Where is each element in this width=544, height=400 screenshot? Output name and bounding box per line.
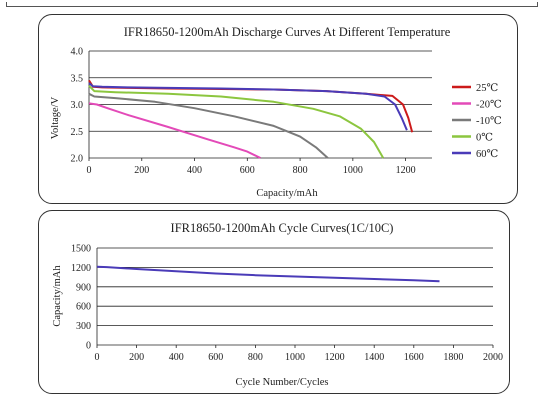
x-tick-label: 1400 bbox=[364, 352, 384, 363]
y-tick-label: 900 bbox=[76, 282, 91, 293]
series-line bbox=[88, 82, 408, 131]
chart1-xlabel: Capacity/mAh bbox=[256, 188, 318, 199]
x-tick-label: 600 bbox=[208, 352, 223, 363]
x-tick-label: 1000 bbox=[343, 165, 363, 176]
chart1-ylabel: Voltage/V bbox=[50, 96, 61, 139]
series-line bbox=[96, 265, 440, 283]
chart2-xlabel: Cycle Number/Cycles bbox=[235, 377, 328, 388]
y-tick-label: 1500 bbox=[71, 244, 91, 255]
chart1-plot: 2.0 2.5 3.0 3.5 4.0 0 200 400 600 800 1000 1200 bbox=[71, 47, 432, 176]
x-tick-label: 400 bbox=[187, 165, 202, 176]
y-tick-label: 3.5 bbox=[71, 73, 84, 84]
y-tick-label: 0 bbox=[86, 341, 91, 352]
x-tick-label: 400 bbox=[169, 352, 184, 363]
y-tick-label: 600 bbox=[76, 302, 91, 313]
chart1-title: IFR18650-1200mAh Discharge Curves At Dif… bbox=[124, 25, 451, 39]
x-tick-label: 800 bbox=[248, 352, 263, 363]
chart2-title: IFR18650-1200mAh Cycle Curves(1C/10C) bbox=[171, 221, 394, 235]
x-tick-label: 600 bbox=[240, 165, 255, 176]
y-tick-label: 2.5 bbox=[71, 127, 84, 138]
x-tick-label: 2000 bbox=[483, 352, 503, 363]
x-tick-label: 0 bbox=[95, 352, 100, 363]
x-tick-label: 800 bbox=[293, 165, 308, 176]
y-tick-label: 1200 bbox=[71, 263, 91, 274]
discharge-chart-panel bbox=[38, 14, 518, 204]
x-tick-label: 200 bbox=[129, 352, 144, 363]
series-line bbox=[88, 92, 329, 159]
x-tick-label: 1200 bbox=[325, 352, 345, 363]
y-tick-label: 300 bbox=[76, 321, 91, 332]
x-tick-label: 1000 bbox=[285, 352, 305, 363]
legend-label: 0℃ bbox=[476, 133, 493, 144]
y-tick-label: 3.0 bbox=[71, 100, 84, 111]
x-tick-label: 1600 bbox=[404, 352, 424, 363]
legend-label: -20℃ bbox=[476, 100, 502, 111]
chart2-ylabel: Capacity/mAh bbox=[52, 265, 63, 327]
legend-label: 25℃ bbox=[476, 83, 499, 94]
x-tick-label: 200 bbox=[134, 165, 149, 176]
y-tick-label: 2.0 bbox=[71, 154, 84, 165]
legend-label: -10℃ bbox=[476, 116, 502, 127]
chart1-legend: 25℃ -20℃ -10℃ 0℃ 60℃ bbox=[452, 83, 502, 160]
x-tick-label: 1200 bbox=[396, 165, 416, 176]
top-frame-line bbox=[6, 2, 538, 7]
series-line bbox=[88, 102, 261, 159]
x-tick-label: 1800 bbox=[443, 352, 463, 363]
chart2-plot: 0 300 600 900 1200 1500 0 200 400 600 800 1000 1200 1… bbox=[71, 244, 503, 364]
series-line bbox=[88, 85, 385, 159]
legend-label: 60℃ bbox=[476, 149, 499, 160]
cycle-chart-panel bbox=[38, 210, 510, 394]
x-tick-label: 0 bbox=[87, 165, 92, 176]
y-tick-label: 4.0 bbox=[71, 47, 84, 58]
